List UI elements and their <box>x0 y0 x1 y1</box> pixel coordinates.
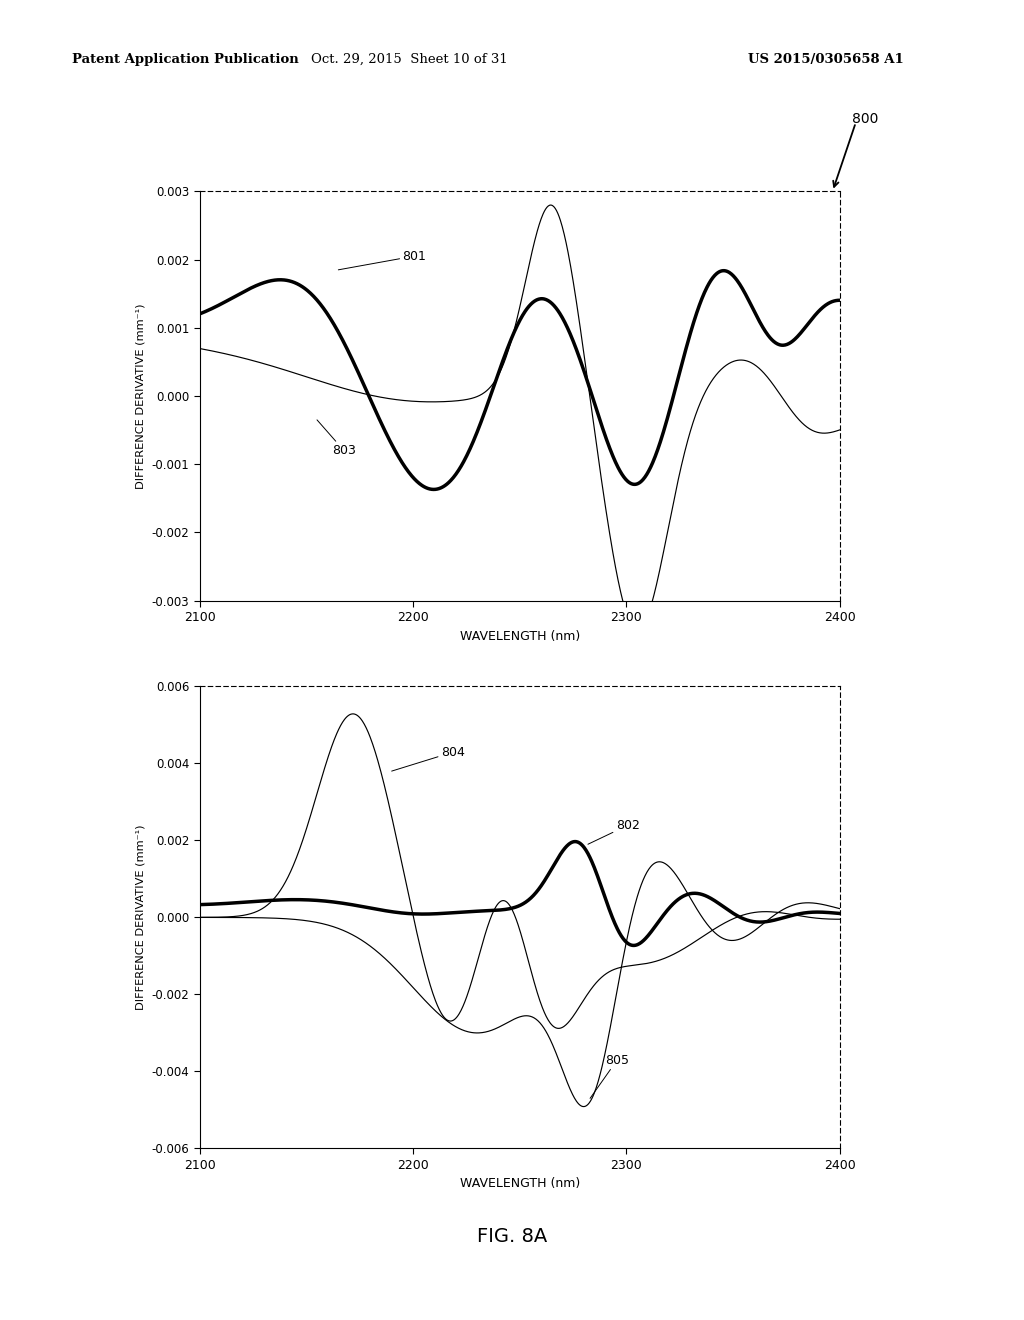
Text: 800: 800 <box>852 112 879 125</box>
Text: Oct. 29, 2015  Sheet 10 of 31: Oct. 29, 2015 Sheet 10 of 31 <box>311 53 508 66</box>
Y-axis label: DIFFERENCE DERIVATIVE (mm⁻¹): DIFFERENCE DERIVATIVE (mm⁻¹) <box>136 304 146 488</box>
Text: 802: 802 <box>588 818 640 845</box>
Text: Patent Application Publication: Patent Application Publication <box>72 53 298 66</box>
Text: 804: 804 <box>391 746 465 771</box>
Text: 801: 801 <box>338 249 426 269</box>
Text: 803: 803 <box>317 420 355 457</box>
Text: 805: 805 <box>590 1053 629 1098</box>
X-axis label: WAVELENGTH (nm): WAVELENGTH (nm) <box>460 630 580 643</box>
Text: FIG. 8A: FIG. 8A <box>477 1228 547 1246</box>
Y-axis label: DIFFERENCE DERIVATIVE (mm⁻¹): DIFFERENCE DERIVATIVE (mm⁻¹) <box>136 825 146 1010</box>
X-axis label: WAVELENGTH (nm): WAVELENGTH (nm) <box>460 1177 580 1191</box>
Text: US 2015/0305658 A1: US 2015/0305658 A1 <box>748 53 903 66</box>
